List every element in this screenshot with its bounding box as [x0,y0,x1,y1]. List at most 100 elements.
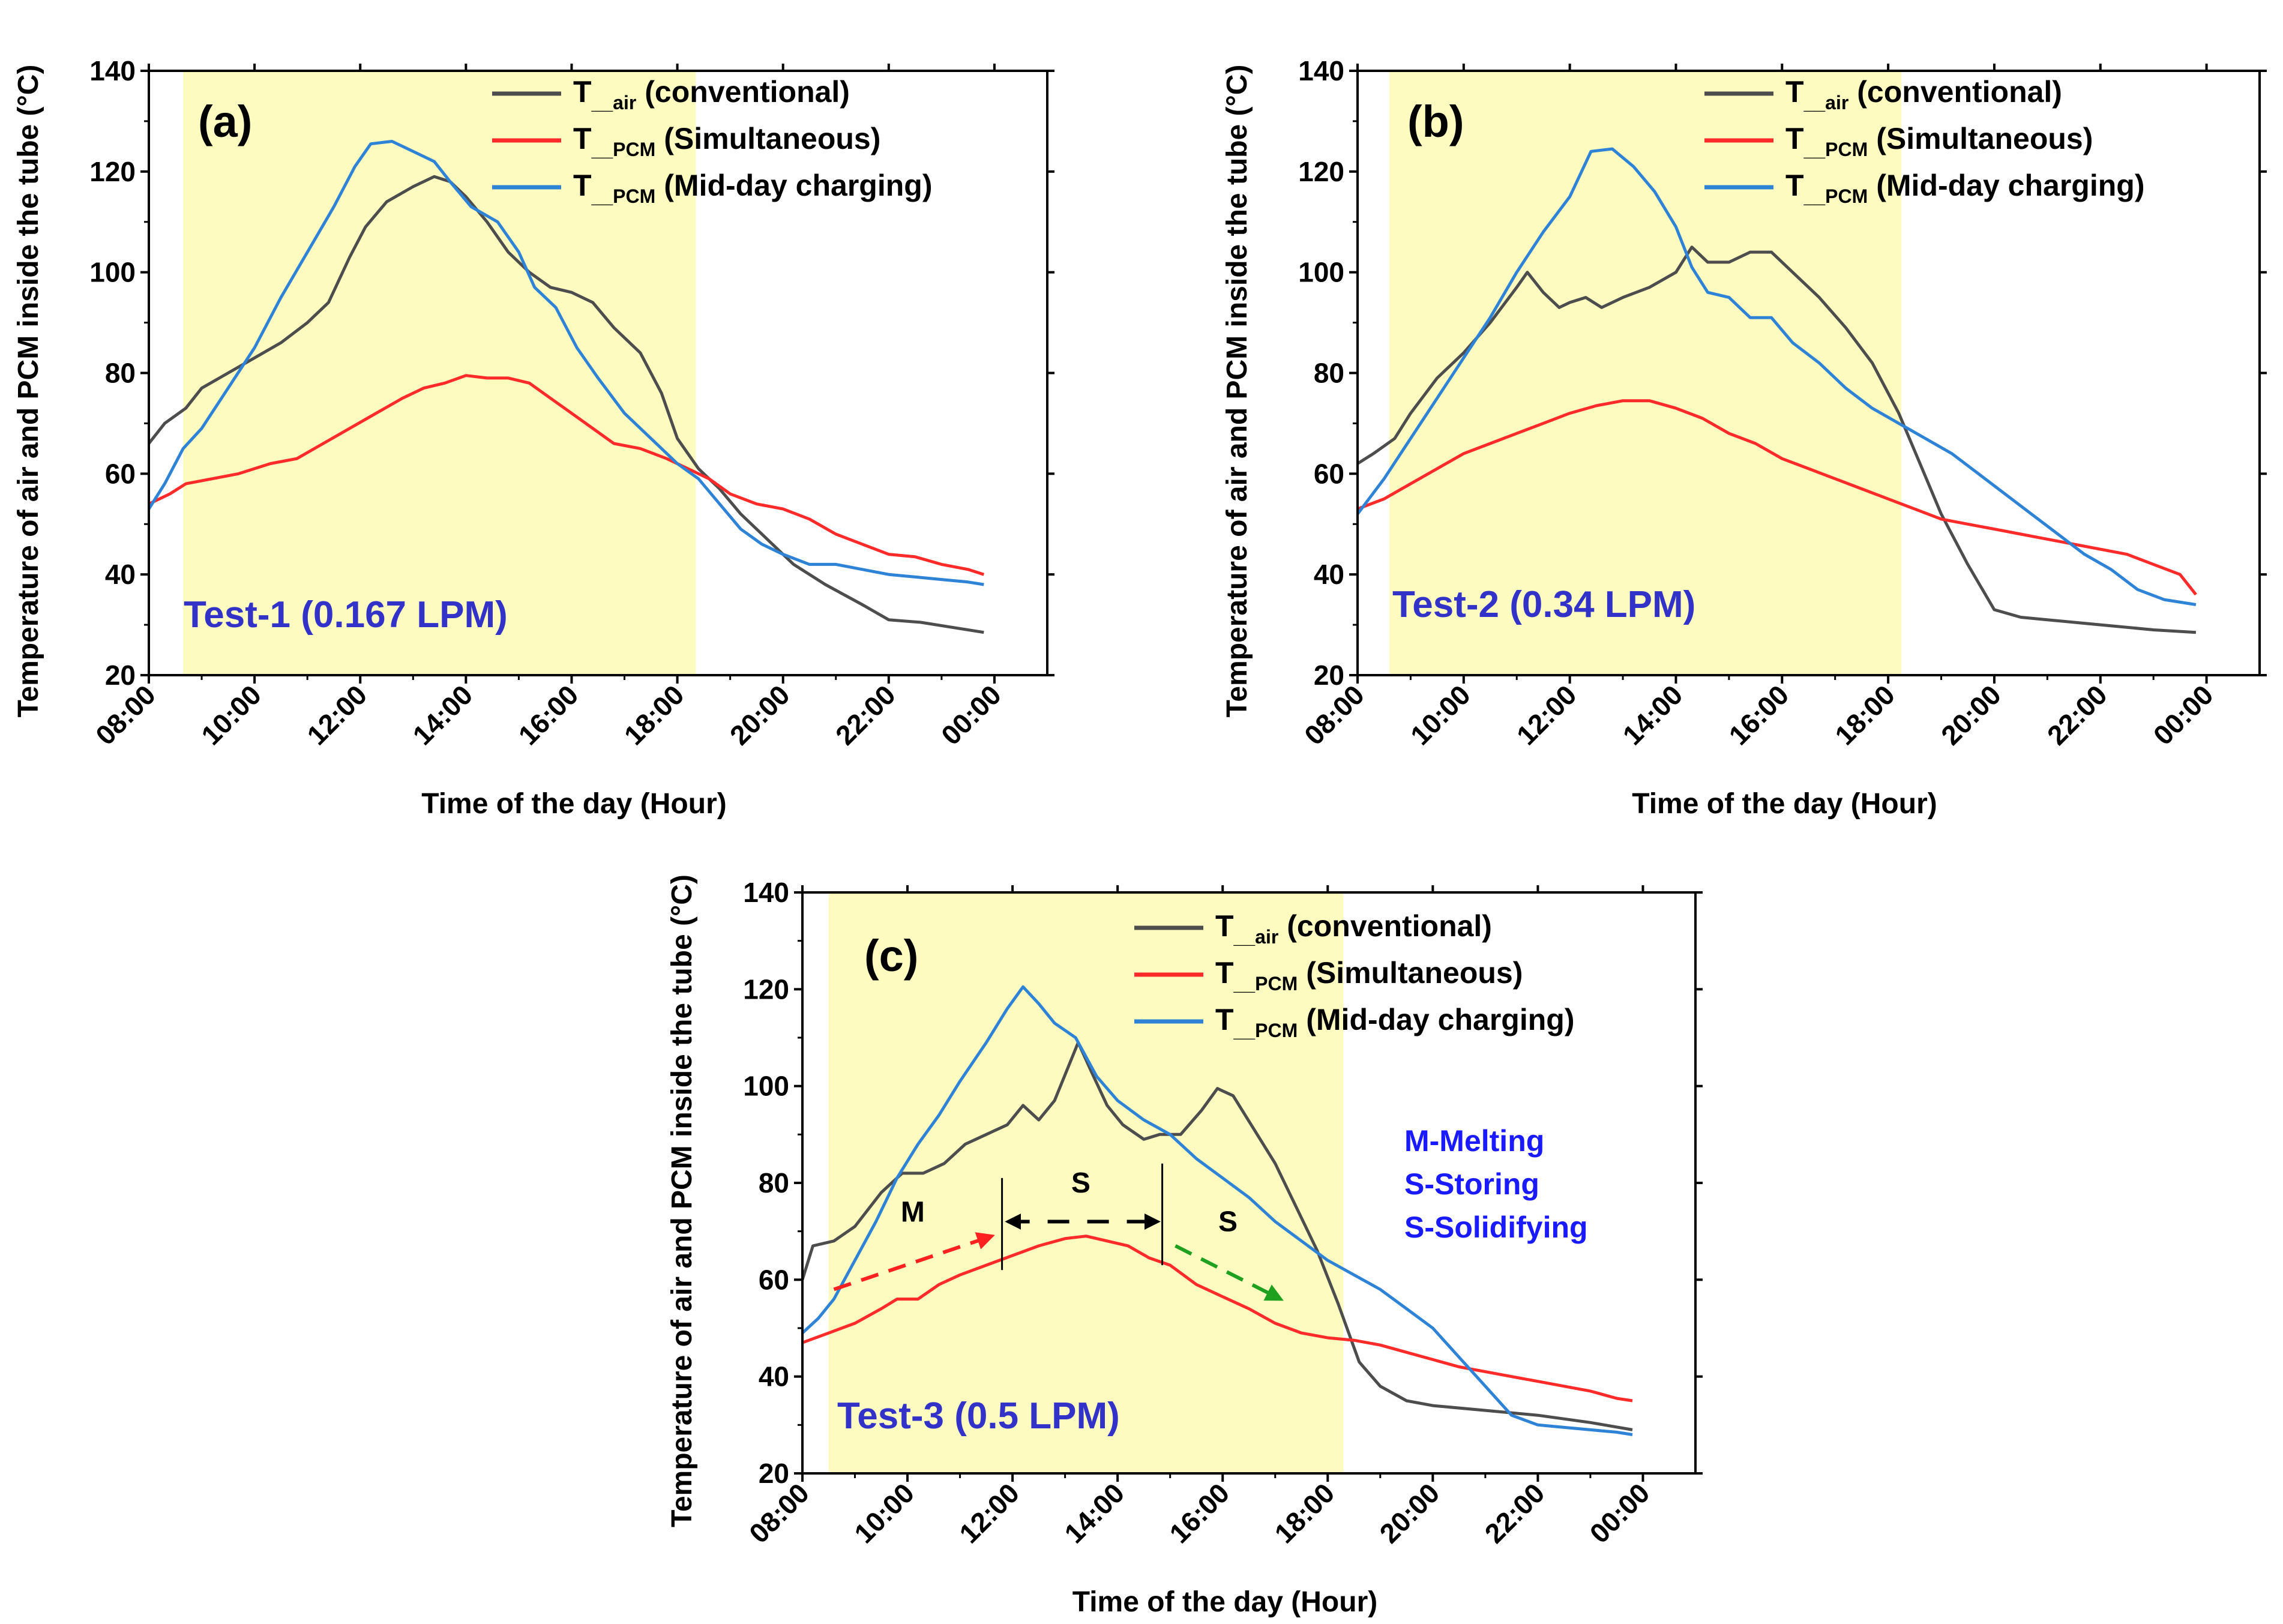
legend-main: T [1785,75,1804,109]
legend-main: T [1215,909,1234,943]
y-tick-label: 60 [759,1264,789,1295]
test-label: Test-1 (0.167 LPM) [184,594,508,636]
series-line-pcm-midday [1356,147,2197,606]
panel-label: (b) [1407,97,1464,146]
x-tick-label: 20:00 [724,679,796,751]
x-tick-label: 22:00 [829,679,901,751]
legend-item-air: T__air (conventional) [492,75,850,113]
series-line-air [801,1041,1633,1431]
x-tick-label: 12:00 [301,679,373,751]
phase-legend-storing: S-Storing [1404,1167,1539,1201]
phase-legend-melting: M-Melting [1404,1124,1544,1158]
legend-subscript: __PCM [1803,139,1868,160]
legend-subscript: __air [591,92,637,113]
test-label: Test-3 (0.5 LPM) [837,1395,1120,1437]
y-tick-label: 100 [743,1071,789,1102]
panel-label: (a) [198,97,252,146]
x-axis-title: Time of the day (Hour) [1632,788,1937,820]
y-tick-label: 60 [105,458,136,489]
svg-text:T__PCM(Simultaneous): T__PCM (Simultaneous) [1785,122,2093,160]
series-line-pcm-midday [147,140,984,586]
x-tick-label: 16:00 [513,679,585,751]
legend: T __air (conventional) T__PCM (Simultaneous… [492,75,932,207]
y-tick-label: 140 [743,877,789,908]
daytime-shaded-region [183,71,696,675]
y-tick-label: 120 [89,156,136,187]
series-line-pcm-simultaneous [148,374,985,576]
x-tick-label: 22:00 [2041,679,2113,751]
x-tick-label: 16:00 [1722,679,1794,751]
x-tick-label: 16:00 [1163,1477,1235,1549]
svg-text:T__PCM(Simultaneous): T__PCM (Simultaneous) [1215,956,1523,994]
legend-item-pcm-simultaneous: T__PCM (Simultaneous) [1704,122,2093,160]
legend-rest: (conventional) [645,75,850,109]
x-tick-label: 10:00 [1404,679,1476,751]
series-line-air [1356,245,2197,634]
phase-legend-solidifying: S-Solidifying [1404,1210,1588,1244]
legend-main: T [573,122,592,155]
legend-subscript: __PCM [591,185,656,207]
x-tick-label: 10:00 [195,679,267,751]
solidifying-arrow [1175,1244,1284,1301]
legend-rest: (Mid-day charging) [1876,169,2144,202]
x-tick-label: 18:00 [1268,1477,1340,1549]
legend-subscript: __PCM [1233,1020,1298,1041]
svg-text:T__PCM(Mid-day charging): T__PCM (Mid-day charging) [1785,169,2144,207]
svg-text:T__PCM(Simultaneous): T__PCM (Simultaneous) [573,122,880,160]
y-tick-label: 120 [1298,156,1344,187]
y-tick-label: 60 [1314,458,1344,489]
legend-subscript: __PCM [1803,185,1868,207]
legend-rest: (conventional) [1287,909,1492,943]
legend-main: T [573,169,592,202]
y-tick-label: 20 [1314,660,1344,691]
legend: T__air (conventional) T__PCM (Simultaneous… [1134,909,1574,1041]
series-line-pcm-simultaneous [1357,399,2197,596]
svg-text:T__PCM(Mid-day charging): T__PCM (Mid-day charging) [573,169,932,207]
x-tick-label: 18:00 [618,679,690,751]
legend-item-pcm-simultaneous: T__PCM (Simultaneous) [1134,956,1523,994]
x-tick-label: 20:00 [1373,1477,1445,1549]
y-tick-label: 140 [89,55,136,86]
y-tick-label: 40 [759,1361,789,1392]
x-tick-label: 00:00 [935,679,1007,751]
y-tick-label: 100 [89,257,136,288]
legend-main: T [1215,1003,1234,1036]
legend: T__air (conventional) T__PCM (Simultaneous… [1704,75,2144,207]
legend-item-air: T__air (conventional) [1134,909,1492,948]
legend-main: T [1215,956,1234,990]
legend-rest: (Mid-day charging) [1306,1003,1574,1036]
y-tick-label: 80 [1314,358,1344,389]
legend-rest: (conventional) [1857,75,2062,109]
legend-main: T [1785,122,1804,155]
legend-item-air: T__air (conventional) [1704,75,2062,113]
y-axis-title: Temperature of air and PCM inside the tu… [1221,65,1253,718]
x-tick-label: 10:00 [848,1477,920,1549]
y-tick-label: 120 [743,973,789,1005]
legend-subscript: __air [1233,926,1279,948]
legend-item-pcm-midday: T__PCM (Mid-day charging) [492,169,932,207]
legend-main: T [1785,169,1804,202]
legend-item-pcm-simultaneous: T__PCM (Simultaneous) [492,122,880,160]
phase-letter-solidifying: S [1218,1206,1238,1238]
legend-subscript: __PCM [591,139,656,160]
test-label: Test-2 (0.34 LPM) [1392,584,1695,625]
x-tick-label: 12:00 [953,1477,1025,1549]
y-tick-label: 20 [105,660,136,691]
svg-text:T__air(conventional): T__air (conventional) [1785,75,2062,113]
x-tick-label: 14:00 [1617,679,1689,751]
phase-letter-melting: M [901,1197,925,1229]
legend-item-pcm-midday: T__PCM (Mid-day charging) [1704,169,2144,207]
y-tick-label: 40 [1314,559,1344,590]
x-tick-label: 00:00 [2147,679,2219,751]
x-tick-label: 14:00 [406,679,478,751]
y-tick-label: 20 [759,1458,789,1489]
y-tick-label: 80 [105,358,136,389]
series-line-pcm-midday [801,985,1633,1436]
x-axis-title: Time of the day (Hour) [421,788,726,820]
y-tick-label: 40 [105,559,136,590]
legend-subscript: __air [1803,92,1849,113]
